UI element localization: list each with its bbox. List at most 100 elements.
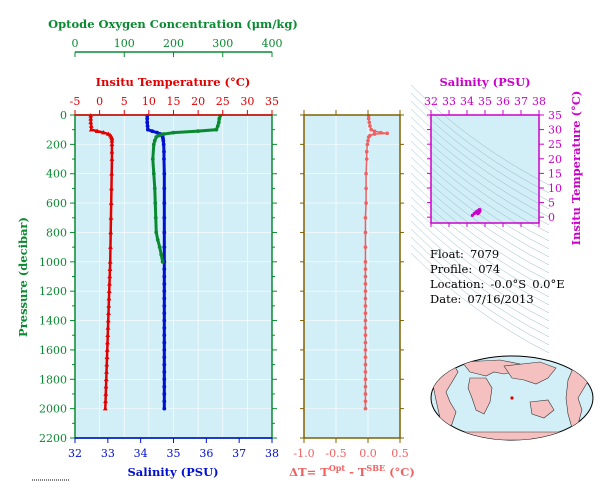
delta-t-point bbox=[363, 399, 368, 404]
temperature-tick-label: 10 bbox=[142, 95, 156, 108]
oxygen-point bbox=[153, 201, 158, 205]
temperature-point bbox=[103, 398, 108, 404]
location-lat: -0.0°S bbox=[490, 277, 527, 291]
ts-temp-tick-label: 10 bbox=[548, 182, 562, 195]
ts-isopycnal bbox=[410, 196, 550, 298]
salinity-point bbox=[150, 129, 155, 134]
salinity-tick-label: 33 bbox=[101, 447, 115, 460]
salinity-point bbox=[162, 303, 167, 308]
profile-value: 074 bbox=[478, 262, 501, 276]
map-land-antarctica bbox=[439, 431, 585, 440]
temperature-point bbox=[88, 116, 94, 121]
delta-t-point bbox=[363, 377, 368, 382]
ts-isopycnal bbox=[410, 204, 550, 306]
salinity-point bbox=[162, 325, 167, 330]
temperature-axis-title: Insitu Temperature (°C) bbox=[96, 75, 251, 89]
temperature-point bbox=[109, 171, 115, 176]
oxygen-axis-title: Optode Oxygen Concentration (μm/kg) bbox=[48, 17, 298, 31]
salinity-point bbox=[161, 138, 166, 143]
ts-isopycnal bbox=[410, 124, 550, 226]
salinity-point bbox=[162, 149, 166, 154]
temperature-point bbox=[108, 229, 114, 235]
pressure-tick-label: 2000 bbox=[39, 403, 67, 416]
float-info-location: Location: -0.0°S 0.0°E bbox=[430, 277, 571, 291]
pressure-axis-title: Pressure (decibar) bbox=[16, 217, 30, 337]
salinity-point bbox=[162, 296, 167, 301]
temperature-point bbox=[104, 354, 110, 360]
float-info-float: Float: 7079 bbox=[430, 247, 505, 261]
temperature-point bbox=[108, 200, 114, 205]
oxygen-point bbox=[151, 171, 156, 176]
temperature-point bbox=[107, 266, 113, 271]
oxygen-point bbox=[153, 215, 158, 220]
temperature-point bbox=[105, 339, 110, 345]
profile-label: Profile: bbox=[430, 262, 473, 276]
oxygen-point bbox=[150, 157, 155, 161]
delta-t-point bbox=[369, 127, 374, 132]
temperature-point bbox=[109, 138, 115, 143]
delta-t-point bbox=[363, 318, 368, 323]
salinity-point bbox=[162, 157, 166, 161]
ts-salinity-tick-label: 36 bbox=[496, 95, 510, 108]
temperature-point bbox=[108, 215, 114, 220]
temperature-point bbox=[88, 123, 94, 128]
temperature-point bbox=[109, 156, 115, 161]
temperature-point bbox=[107, 259, 113, 264]
ts-salinity-tick-label: 34 bbox=[460, 95, 474, 108]
delta-t-point bbox=[363, 260, 368, 264]
salinity-point bbox=[162, 274, 167, 279]
date-value: 07/16/2013 bbox=[467, 292, 534, 306]
ts-isopycnal bbox=[410, 188, 550, 290]
oxygen-point bbox=[152, 186, 157, 191]
delta-t-panel-frame bbox=[303, 114, 401, 439]
ts-salinity-tick-label: 38 bbox=[532, 95, 546, 108]
salinity-point bbox=[162, 318, 167, 323]
salinity-point bbox=[162, 230, 167, 235]
ts-isopycnal bbox=[410, 220, 550, 322]
delta-t-point bbox=[363, 362, 368, 367]
salinity-tick-label: 38 bbox=[265, 447, 279, 460]
oxygen-point bbox=[155, 237, 160, 242]
ts-salinity-axis-title: Salinity (PSU) bbox=[439, 75, 530, 89]
salinity-point bbox=[162, 355, 167, 360]
ts-isopycnal bbox=[410, 164, 550, 266]
profile-axis-ticks: 0200400600800100012001400160018002000220… bbox=[39, 95, 279, 460]
salinity-point bbox=[155, 130, 159, 135]
ts-density-isolines bbox=[410, 84, 550, 354]
salinity-tick-label: 32 bbox=[68, 447, 82, 460]
delta-t-point bbox=[364, 186, 368, 191]
oxygen-point bbox=[217, 116, 222, 121]
location-lon: 0.0°E bbox=[532, 277, 565, 291]
salinity-point bbox=[162, 267, 167, 272]
pressure-tick-label: 1000 bbox=[39, 256, 67, 269]
oxygen-point bbox=[159, 252, 164, 257]
pressure-tick-label: 200 bbox=[46, 138, 67, 151]
temperature-point bbox=[94, 128, 100, 133]
delta-t-point bbox=[365, 142, 370, 147]
delta-t-tick-label: -1.0 bbox=[293, 447, 314, 460]
delta-t-point bbox=[363, 406, 368, 411]
temperature-point bbox=[107, 281, 112, 286]
delta-t-point bbox=[363, 370, 368, 374]
pressure-tick-label: 2200 bbox=[39, 432, 67, 445]
ts-isopycnal bbox=[410, 212, 550, 314]
temperature-point bbox=[106, 295, 112, 301]
temperature-tick-label: 30 bbox=[240, 95, 254, 108]
ts-isopycnal bbox=[410, 172, 550, 274]
delta-t-axis-ticks: -1.0 -0.5 0.0 0.5 bbox=[293, 110, 409, 460]
salinity-point bbox=[162, 186, 167, 191]
delta-t-point bbox=[363, 326, 368, 330]
delta-t-point bbox=[364, 157, 369, 161]
temperature-point bbox=[105, 325, 111, 330]
temperature-point bbox=[106, 303, 112, 308]
salinity-point bbox=[145, 127, 150, 132]
temperature-point bbox=[106, 288, 112, 293]
delta-t-point bbox=[385, 131, 390, 136]
pressure-tick-label: 1400 bbox=[39, 315, 67, 328]
map-float-marker bbox=[510, 396, 514, 400]
ts-temp-tick-label: 5 bbox=[548, 197, 555, 210]
ts-isopycnal bbox=[410, 236, 550, 338]
temperature-tick-label: 35 bbox=[265, 95, 279, 108]
ts-temperature-axis-title: Insitu Temperature (°C) bbox=[569, 91, 583, 246]
